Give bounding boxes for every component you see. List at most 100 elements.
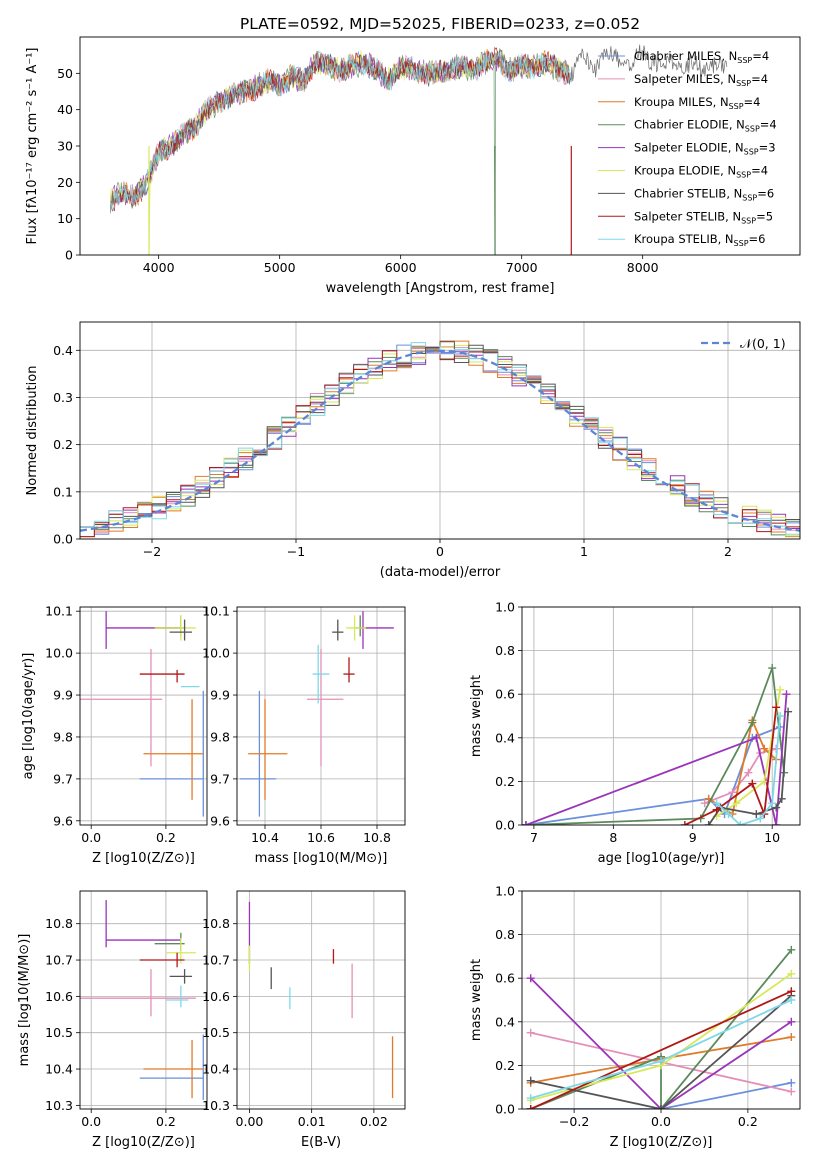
- x-tick-label: 10: [764, 830, 780, 845]
- legend-label: Chabrier STELIB, NSSP=6: [634, 186, 774, 202]
- axes-frame: [79, 606, 208, 826]
- x-tick-label: 1: [580, 544, 588, 559]
- y-axis-label: Normed distribution: [25, 366, 40, 496]
- mass-weight-lines: [526, 945, 796, 1109]
- age-vs-metallicity-panel: 0.0 0.2 9.6 9.7 9.8 9.9 10.0 10.1 Z [log10(Z/Z⊙)…: [21, 604, 208, 866]
- x-tick-label: 0.2: [156, 1114, 176, 1129]
- x-axis-label: Z [log10(Z/Z⊙)]: [92, 851, 195, 866]
- spectrum-panel: 4000 5000 6000 7000 8000 0 10 20 30 40 50 wavelengt…: [25, 36, 801, 296]
- y-tick-label: 10.5: [202, 1025, 230, 1040]
- errorbar-group: [80, 611, 204, 817]
- mass-weight-marker: [776, 685, 785, 694]
- x-tick-label: 8: [609, 830, 617, 845]
- x-tick-label: 10.6: [307, 830, 335, 845]
- mass-weight-marker: [748, 718, 757, 727]
- figure-title: PLATE=0592, MJD=52025, FIBERID=0233, z=0…: [240, 15, 640, 33]
- x-tick-label: 0.00: [236, 1114, 264, 1129]
- mass-weight-marker: [736, 821, 745, 825]
- mass-weight-marker: [526, 1094, 535, 1103]
- y-tick-label: 1.0: [495, 884, 515, 899]
- y-tick-label: 40: [57, 102, 73, 117]
- spectrum-series-line: [109, 48, 570, 214]
- y-tick-label: 9.6: [53, 813, 73, 828]
- legend-label: Salpeter STELIB, NSSP=5: [634, 209, 773, 225]
- mass-weight-marker: [784, 707, 793, 716]
- y-axis-label: mass [log10(M/M⊙)]: [17, 934, 32, 1067]
- mass-weight-vs-metallicity-panel: −0.2 0.0 0.2 0.0 0.2 0.4 0.6 0.8 1.0 Z [log10(Z/Z…: [469, 884, 801, 1150]
- y-tick-label: 10.8: [202, 916, 230, 931]
- y-tick-label: 0.4: [495, 730, 515, 745]
- mass-weight-marker: [760, 744, 769, 753]
- y-tick-label: 20: [57, 175, 73, 190]
- spectrum-legend: Chabrier MILES, NSSP=4 Salpeter MILES, NS…: [598, 49, 777, 248]
- x-tick-label: 7000: [506, 260, 538, 275]
- y-tick-label: 0.1: [53, 484, 73, 499]
- mass-weight-marker: [744, 768, 753, 777]
- y-tick-label: 10.6: [202, 989, 230, 1004]
- y-tick-label: 10.0: [45, 646, 73, 661]
- legend-label: Salpeter ELODIE, NSSP=3: [634, 141, 776, 157]
- y-tick-label: 0.3: [53, 390, 73, 405]
- mass-weight-line: [530, 1081, 792, 1109]
- x-tick-label: −2: [143, 544, 161, 559]
- mass-weight-marker: [752, 733, 761, 742]
- y-axis-label: mass weight: [469, 675, 484, 757]
- mass-weight-marker: [776, 712, 785, 720]
- y-tick-label: 10.6: [45, 989, 73, 1004]
- mass-weight-marker: [787, 945, 796, 954]
- y-axis-label: Flux [fλ10⁻¹⁷ erg cm⁻² s⁻¹ A⁻¹]: [25, 48, 40, 245]
- mass-weight-vs-age-panel: 7 8 9 10 0.0 0.2 0.4 0.6 0.8 1.0 age [log10(age/yr…: [469, 600, 801, 866]
- y-tick-label: 10: [57, 211, 73, 226]
- mass-weight-marker: [712, 799, 721, 808]
- mass-weight-marker: [526, 1076, 535, 1085]
- y-tick-label: 9.7: [210, 771, 230, 786]
- axes-frame: [79, 36, 801, 256]
- mass-weight-marker: [526, 1105, 535, 1109]
- y-tick-label: 10.1: [45, 604, 73, 619]
- spectrum-series-line: [109, 50, 570, 214]
- mass-weight-marker: [756, 814, 765, 823]
- mass-weight-marker: [704, 821, 713, 825]
- x-axis-label: age [log10(age/yr)]: [598, 851, 725, 866]
- x-tick-label: 10.4: [251, 830, 279, 845]
- y-tick-label: 10.3: [202, 1098, 230, 1113]
- mass-weight-marker: [772, 703, 781, 712]
- mass-weight-line: [525, 667, 785, 825]
- legend-label: Kroupa STELIB, NSSP=6: [634, 232, 765, 248]
- errorbar-group: [80, 900, 204, 1100]
- mass-vs-metallicity-panel: 0.0 0.2 10.3 10.4 10.5 10.6 10.7 10.8 Z [log10(Z…: [17, 890, 208, 1150]
- x-axis-label: mass [log10(M/M⊙)]: [255, 851, 388, 866]
- mass-weight-marker: [777, 794, 786, 803]
- x-tick-label: 0.0: [81, 1114, 101, 1129]
- legend-label: Kroupa ELODIE, NSSP=4: [634, 164, 768, 180]
- x-tick-label: 7: [530, 830, 538, 845]
- y-axis-label: mass weight: [469, 959, 484, 1041]
- y-tick-label: 10.4: [45, 1062, 73, 1077]
- x-tick-label: 0.2: [156, 830, 176, 845]
- y-tick-label: 10.8: [45, 916, 73, 931]
- normal-legend-label: 𝒩(0, 1): [740, 336, 786, 351]
- x-tick-label: 2: [724, 544, 732, 559]
- histogram-step: [80, 341, 800, 538]
- mass-weight-marker: [787, 996, 796, 1004]
- mass-weight-line: [525, 694, 788, 825]
- mass-weight-marker: [526, 1028, 535, 1037]
- x-tick-label: 0.0: [651, 1114, 671, 1129]
- y-tick-label: 10.1: [202, 604, 230, 619]
- errorbar-group: [248, 901, 394, 1099]
- y-tick-label: 1.0: [495, 600, 515, 615]
- histogram-panel: −2 −1 0 1 2 0.0 0.1 0.2 0.3 0.4 (data-model)/error…: [25, 321, 801, 580]
- mass-weight-line: [715, 715, 781, 825]
- x-axis-label: (data-model)/error: [380, 565, 501, 580]
- legend-label: Kroupa MILES, NSSP=4: [634, 95, 760, 111]
- mass-weight-marker: [657, 1105, 665, 1109]
- legend-label: Chabrier ELODIE, NSSP=4: [634, 118, 777, 134]
- x-tick-label: 4000: [143, 260, 175, 275]
- x-axis-label: E(B-V): [301, 1135, 341, 1150]
- axes-frame: [79, 321, 801, 540]
- x-tick-label: 0.0: [81, 830, 101, 845]
- mass-weight-marker: [728, 788, 737, 797]
- mass-weight-marker: [787, 1033, 796, 1042]
- x-tick-label: 0: [436, 544, 444, 559]
